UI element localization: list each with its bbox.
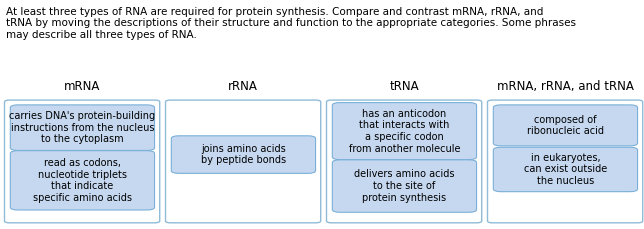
Text: read as codons,
nucleotide triplets
that indicate
specific amino acids: read as codons, nucleotide triplets that…: [33, 158, 132, 203]
FancyBboxPatch shape: [327, 100, 482, 223]
Text: in eukaryotes,
can exist outside
the nucleus: in eukaryotes, can exist outside the nuc…: [524, 153, 607, 186]
Text: mRNA, rRNA, and tRNA: mRNA, rRNA, and tRNA: [497, 80, 634, 93]
FancyBboxPatch shape: [10, 105, 155, 150]
Text: delivers amino acids
to the site of
protein synthesis: delivers amino acids to the site of prot…: [354, 169, 455, 203]
FancyBboxPatch shape: [171, 136, 316, 173]
FancyBboxPatch shape: [332, 103, 477, 160]
Text: carries DNA's protein-building
instructions from the nucleus
to the cytoplasm: carries DNA's protein-building instructi…: [10, 111, 155, 144]
FancyBboxPatch shape: [493, 105, 638, 146]
Text: tRNA: tRNA: [389, 80, 419, 93]
Text: At least three types of RNA are required for protein synthesis. Compare and cont: At least three types of RNA are required…: [6, 7, 576, 40]
Text: mRNA: mRNA: [64, 80, 100, 93]
FancyBboxPatch shape: [166, 100, 321, 223]
Text: has an anticodon
that interacts with
a specific codon
from another molecule: has an anticodon that interacts with a s…: [348, 109, 460, 153]
FancyBboxPatch shape: [493, 147, 638, 192]
FancyBboxPatch shape: [10, 151, 155, 210]
Text: rRNA: rRNA: [228, 80, 258, 93]
FancyBboxPatch shape: [488, 100, 643, 223]
Text: composed of
ribonucleic acid: composed of ribonucleic acid: [527, 114, 604, 136]
FancyBboxPatch shape: [332, 160, 477, 212]
FancyBboxPatch shape: [5, 100, 160, 223]
Text: joins amino acids
by peptide bonds: joins amino acids by peptide bonds: [201, 144, 286, 165]
